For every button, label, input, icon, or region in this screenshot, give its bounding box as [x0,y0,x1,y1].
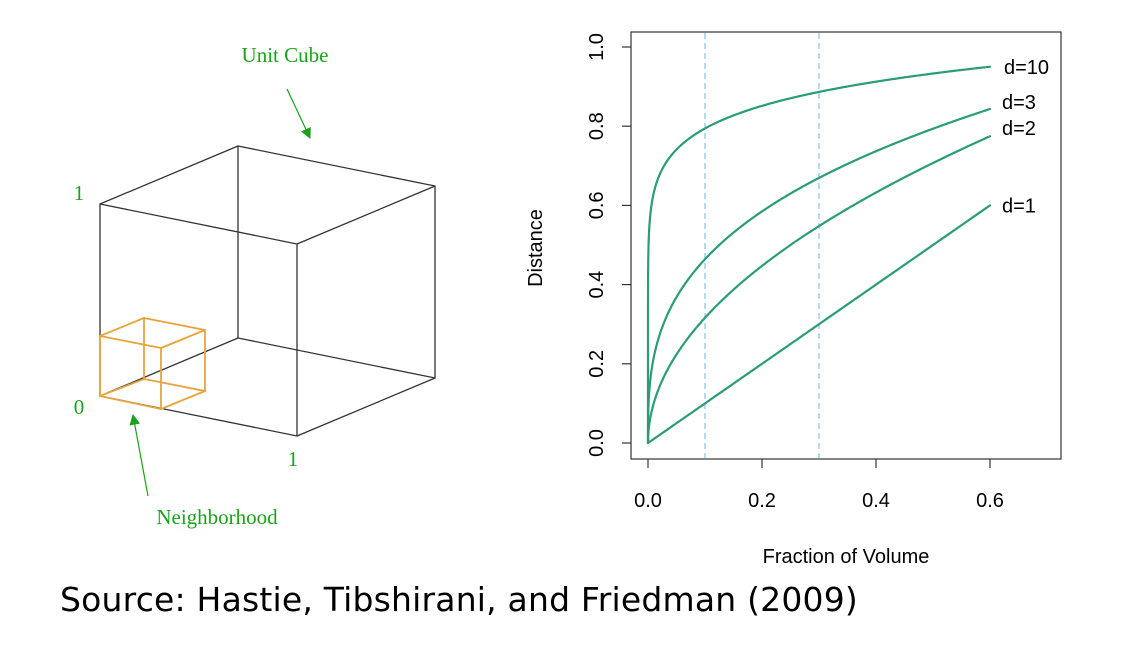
neighborhood-back-face [143,316,206,393]
axis-label-zero: 0 [74,395,85,419]
y-tick-label: 1.0 [586,33,608,61]
unit-cube-label: Unit Cube [242,43,329,67]
y-tick-label: 0.6 [586,191,608,219]
axis-label-one-horizontal: 1 [288,447,299,471]
neighborhood-cube [99,316,206,411]
y-tick-label: 0.2 [586,350,608,378]
cube-edge [99,145,239,205]
source-caption: Source: Hastie, Tibshirani, and Friedman… [60,580,858,619]
series-label-d3: d=3 [1002,92,1036,114]
series-label-d1: d=1 [1002,195,1036,217]
unit-cube-diagram: Unit Cube Neighborhood 1 0 1 [74,43,436,529]
x-axis-title: Fraction of Volume [763,546,930,568]
series-labels: d=10 d=3 d=2 d=1 [1002,57,1049,218]
unit-cube-arrow [286,88,311,139]
reference-lines [704,33,820,458]
neighborhood-arrow [129,413,149,497]
y-tick-label: 0.4 [586,271,608,299]
y-axis: 0.0 0.2 0.4 0.6 0.8 1.0 [586,33,631,457]
neighborhood-edge [160,329,206,349]
x-axis: 0.0 0.2 0.4 0.6 [634,459,1004,512]
series-line-d10 [646,65,992,445]
series-line-d1 [646,204,992,445]
cube-front-face [99,203,298,437]
series-line-d3 [646,107,992,445]
x-tick-label: 0.4 [862,490,890,512]
series-label-d10: d=10 [1004,57,1049,79]
neighborhood-edge [99,317,145,337]
plot-frame [630,31,1062,460]
unit-cube [99,145,436,437]
cube-back-face [237,145,436,379]
x-tick-label: 0.6 [976,490,1004,512]
neighborhood-label: Neighborhood [156,505,278,529]
cube-edge [296,377,436,437]
neighborhood-front-face [99,334,162,411]
y-tick-label: 0.0 [586,429,608,457]
y-tick-label: 0.8 [586,112,608,140]
neighborhood-edge [160,390,206,410]
x-tick-label: 0.0 [634,490,662,512]
distance-chart: 0.0 0.2 0.4 0.6 0.00.20.40.60.81.0 d=10d=3d… [525,31,1062,568]
neighborhood-edge [99,378,145,397]
axis-label-one-vertical: 1 [74,181,85,205]
series-line-d2 [646,135,992,445]
y-axis-title: Distance [525,209,547,287]
cube-edge [296,185,436,245]
x-tick-label: 0.2 [748,490,776,512]
series-lines [646,65,992,445]
series-label-d2: d=2 [1002,118,1036,140]
